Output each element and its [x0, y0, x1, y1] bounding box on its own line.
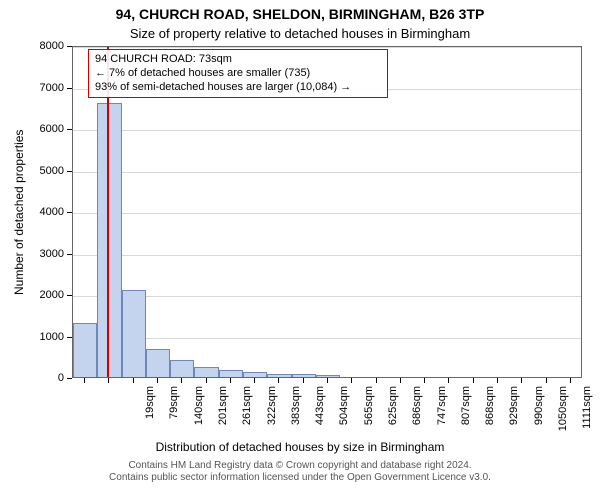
x-axis-label: Distribution of detached houses by size … — [0, 440, 600, 454]
gridline — [73, 47, 581, 48]
annotation-line3: 93% of semi-detached houses are larger (… — [95, 81, 381, 95]
x-tick-label: 1050sqm — [557, 386, 569, 446]
x-tick-mark — [327, 378, 328, 383]
y-tick-label: 4000 — [30, 206, 64, 218]
chart-container: 94, CHURCH ROAD, SHELDON, BIRMINGHAM, B2… — [0, 0, 600, 500]
x-tick-mark — [181, 378, 182, 383]
y-tick-mark — [67, 88, 72, 89]
x-tick-mark — [400, 378, 401, 383]
x-tick-mark — [424, 378, 425, 383]
x-tick-mark — [84, 378, 85, 383]
histogram-bar — [316, 375, 340, 377]
y-tick-label: 3000 — [30, 248, 64, 260]
histogram-bar — [292, 374, 316, 377]
y-tick-mark — [67, 212, 72, 213]
x-tick-mark — [278, 378, 279, 383]
footnote: Contains HM Land Registry data © Crown c… — [0, 460, 600, 484]
histogram-bar — [219, 370, 243, 377]
x-tick-label: 79sqm — [168, 386, 180, 446]
histogram-bar — [243, 372, 267, 377]
x-tick-mark — [133, 378, 134, 383]
x-tick-label: 504sqm — [338, 386, 350, 446]
x-tick-label: 625sqm — [387, 386, 399, 446]
y-tick-label: 6000 — [30, 123, 64, 135]
chart-title-line2: Size of property relative to detached ho… — [0, 26, 600, 41]
x-tick-label: 990sqm — [533, 386, 545, 446]
x-tick-mark — [473, 378, 474, 383]
gridline — [73, 296, 581, 297]
y-tick-label: 7000 — [30, 82, 64, 94]
y-tick-mark — [67, 171, 72, 172]
x-tick-mark — [376, 378, 377, 383]
gridline — [73, 130, 581, 131]
x-tick-label: 565sqm — [363, 386, 375, 446]
x-tick-label: 383sqm — [290, 386, 302, 446]
y-tick-mark — [67, 295, 72, 296]
y-tick-label: 2000 — [30, 289, 64, 301]
gridline — [73, 213, 581, 214]
annotation-line1: 94 CHURCH ROAD: 73sqm — [95, 53, 381, 67]
x-tick-label: 443sqm — [314, 386, 326, 446]
y-tick-mark — [67, 254, 72, 255]
x-tick-label: 140sqm — [193, 386, 205, 446]
x-tick-mark — [570, 378, 571, 383]
y-tick-label: 8000 — [30, 40, 64, 52]
chart-title-line1: 94, CHURCH ROAD, SHELDON, BIRMINGHAM, B2… — [0, 6, 600, 22]
x-tick-mark — [546, 378, 547, 383]
x-tick-label: 807sqm — [460, 386, 472, 446]
x-tick-label: 261sqm — [241, 386, 253, 446]
histogram-bar — [170, 360, 194, 377]
footnote-line2: Contains public sector information licen… — [0, 472, 600, 484]
x-tick-label: 201sqm — [217, 386, 229, 446]
x-tick-mark — [157, 378, 158, 383]
y-tick-label: 1000 — [30, 331, 64, 343]
annotation-line2: ← 7% of detached houses are smaller (735… — [95, 67, 381, 81]
histogram-bar — [194, 367, 218, 377]
x-tick-label: 868sqm — [484, 386, 496, 446]
histogram-bar — [122, 290, 146, 377]
x-tick-mark — [303, 378, 304, 383]
footnote-line1: Contains HM Land Registry data © Crown c… — [0, 460, 600, 472]
x-tick-mark — [497, 378, 498, 383]
y-tick-label: 5000 — [30, 165, 64, 177]
y-tick-label: 0 — [30, 372, 64, 384]
y-axis-label: Number of detached properties — [12, 46, 26, 378]
x-tick-label: 686sqm — [411, 386, 423, 446]
x-tick-label: 747sqm — [436, 386, 448, 446]
x-tick-mark — [230, 378, 231, 383]
y-tick-mark — [67, 46, 72, 47]
x-tick-mark — [254, 378, 255, 383]
x-tick-label: 929sqm — [508, 386, 520, 446]
x-tick-mark — [108, 378, 109, 383]
gridline — [73, 338, 581, 339]
y-tick-mark — [67, 129, 72, 130]
histogram-bar — [267, 374, 291, 377]
x-tick-label: 19sqm — [144, 386, 156, 446]
x-tick-label: 322sqm — [266, 386, 278, 446]
x-tick-mark — [521, 378, 522, 383]
y-tick-mark — [67, 337, 72, 338]
plot-area: 94 CHURCH ROAD: 73sqm ← 7% of detached h… — [72, 46, 582, 378]
x-tick-mark — [206, 378, 207, 383]
histogram-bar — [73, 323, 97, 377]
y-tick-mark — [67, 378, 72, 379]
histogram-bar — [146, 349, 170, 377]
x-tick-mark — [448, 378, 449, 383]
gridline — [73, 172, 581, 173]
histogram-bar — [97, 103, 121, 377]
gridline — [73, 255, 581, 256]
annotation-box: 94 CHURCH ROAD: 73sqm ← 7% of detached h… — [88, 49, 388, 98]
x-tick-label: 1111sqm — [581, 386, 593, 446]
x-tick-mark — [351, 378, 352, 383]
